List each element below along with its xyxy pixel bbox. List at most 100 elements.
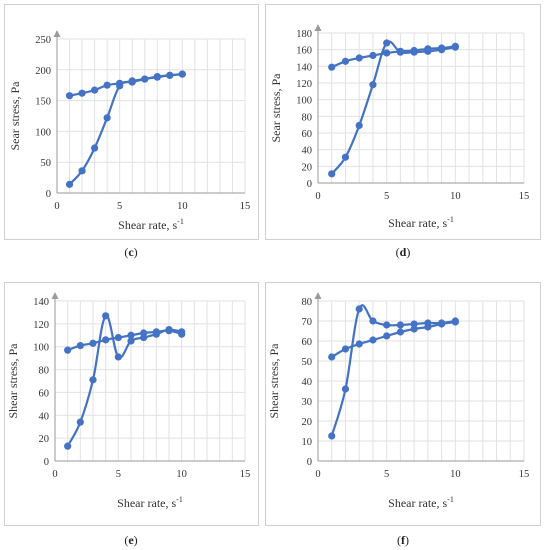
y-tick-label-f: 20 <box>302 417 313 428</box>
data-point-e-2 <box>102 336 110 344</box>
x-axis-title-c: Shear rate, s-1 <box>118 217 184 232</box>
series-line-f-1 <box>330 304 457 438</box>
data-point-f-1 <box>355 305 363 313</box>
data-point-f-2 <box>451 318 459 326</box>
y-tick-label-e: 0 <box>44 457 49 468</box>
y-tick-label-d: 40 <box>302 146 313 157</box>
x-axis-title-e: Shear rate, s-1 <box>117 495 183 510</box>
x-tick-label-f: 5 <box>384 469 389 480</box>
series-line-c-1 <box>68 73 184 186</box>
data-point-c-2 <box>153 72 161 81</box>
x-tick-label-d: 10 <box>450 191 461 202</box>
y-tick-label-e: 80 <box>39 366 50 377</box>
data-point-d-2 <box>328 63 336 71</box>
x-tick-label-c: 15 <box>240 201 251 212</box>
chart-panel-d: 0 20 40 60 80 100 120 140 160 180 0 5 10 15 Shear rate… <box>265 4 541 240</box>
panel-caption-d: (d) <box>395 245 411 259</box>
data-point-c-1 <box>65 180 74 188</box>
x-tick-label-c: 0 <box>54 201 59 212</box>
y-axis-title-f: Shear stress, Pa <box>267 343 281 419</box>
y-tick-label-f: 60 <box>302 337 313 348</box>
data-point-f-2 <box>438 320 446 328</box>
y-tick-label-c: 150 <box>35 97 51 108</box>
y-tick-label-d: 180 <box>296 29 312 40</box>
data-point-e-2 <box>114 333 122 342</box>
y-tick-label-c: 50 <box>41 158 52 169</box>
y-tick-label-d: 0 <box>307 179 312 190</box>
data-point-f-1 <box>383 321 391 329</box>
chart-svg-e: 0 20 40 60 80 100 120 140 0 5 10 15 Shear rate, s-1 S… <box>6 292 251 510</box>
y-tick-label-d: 20 <box>302 162 313 173</box>
caption-letter-f: f <box>401 533 405 547</box>
chart-panel-f: 0 10 20 30 40 50 60 70 80 0 5 10 15 Shear rate, s-1 Sh… <box>265 282 541 526</box>
y-tick-label-d: 100 <box>296 96 312 107</box>
y-tick-label-f: 70 <box>302 317 313 328</box>
y-axis-arrow-icon-f <box>314 292 322 299</box>
x-tick-label-d: 5 <box>384 191 389 202</box>
x-tick-label-e: 10 <box>176 469 187 480</box>
data-point-d-1 <box>369 81 377 89</box>
caption-letter-e: e <box>128 533 134 547</box>
y-tick-label-f: 0 <box>307 457 312 468</box>
data-point-d-2 <box>369 51 377 60</box>
y-tick-label-f: 10 <box>302 437 313 448</box>
y-tick-label-d: 80 <box>302 112 313 123</box>
x-tick-label-e: 15 <box>240 469 251 480</box>
series-line-d-2 <box>330 45 457 69</box>
chart-panel-e: 0 20 40 60 80 100 120 140 0 5 10 15 Shear rate, s-1 S… <box>4 282 259 526</box>
y-axis-arrow-icon-d <box>314 24 322 31</box>
x-tick-label-f: 0 <box>315 469 320 480</box>
x-tick-label-c: 10 <box>177 201 188 212</box>
y-axis-title-d: Sear stress, Pa <box>269 73 283 143</box>
y-tick-label-d: 140 <box>296 62 312 73</box>
data-point-d-1 <box>341 153 350 161</box>
y-tick-label-e: 60 <box>39 388 50 399</box>
data-point-e-2 <box>89 339 97 347</box>
data-point-c-2 <box>128 77 136 85</box>
data-point-c-1 <box>78 167 86 175</box>
y-tick-label-f: 50 <box>302 357 313 368</box>
y-axis-arrow-icon-c <box>53 30 61 37</box>
data-point-e-2 <box>76 341 84 350</box>
y-tick-label-f: 30 <box>302 397 313 408</box>
y-tick-label-c: 200 <box>35 66 51 77</box>
data-point-e-1 <box>114 353 122 361</box>
data-point-e-1 <box>127 337 135 345</box>
y-tick-label-c: 0 <box>46 189 51 200</box>
data-point-e-2 <box>178 330 186 338</box>
data-point-f-2 <box>383 332 391 340</box>
x-tick-label-d: 0 <box>315 191 320 202</box>
chart-svg-f: 0 10 20 30 40 50 60 70 80 0 5 10 15 Shear rate, s-1 Sh… <box>267 292 529 510</box>
data-point-c-2 <box>141 75 149 83</box>
x-tick-label-e: 0 <box>52 469 57 480</box>
data-point-f-1 <box>396 321 404 329</box>
data-point-c-2 <box>116 79 124 87</box>
data-point-e-2 <box>140 329 148 337</box>
y-tick-label-c: 250 <box>35 35 51 46</box>
y-tick-label-d: 60 <box>302 129 313 140</box>
panel-caption-f: (f) <box>397 533 409 547</box>
y-tick-label-e: 40 <box>39 411 50 422</box>
data-point-f-2 <box>410 325 418 333</box>
data-point-e-1 <box>64 442 72 450</box>
caption-letter-c: c <box>128 245 134 259</box>
data-point-c-2 <box>78 89 86 97</box>
y-tick-label-f: 40 <box>302 377 313 388</box>
data-point-f-1 <box>328 432 336 440</box>
y-axis-title-e: Shear stress, Pa <box>6 343 20 419</box>
data-point-d-2 <box>424 45 432 53</box>
x-tick-label-e: 5 <box>116 469 121 480</box>
data-point-d-1 <box>328 170 336 178</box>
data-point-f-1 <box>410 320 418 328</box>
series-line-e-1 <box>66 314 183 448</box>
series-line-f-2 <box>330 320 457 359</box>
data-point-c-1 <box>91 144 99 152</box>
y-axis-title-c: Sear stress, Pa <box>8 81 22 151</box>
data-point-e-2 <box>152 328 160 336</box>
y-tick-label-e: 20 <box>39 434 50 445</box>
data-point-f-1 <box>369 317 377 325</box>
data-point-d-2 <box>355 54 363 62</box>
y-tick-label-f: 80 <box>302 297 313 308</box>
series-line-e-2 <box>66 329 183 352</box>
data-point-d-2 <box>396 47 404 55</box>
